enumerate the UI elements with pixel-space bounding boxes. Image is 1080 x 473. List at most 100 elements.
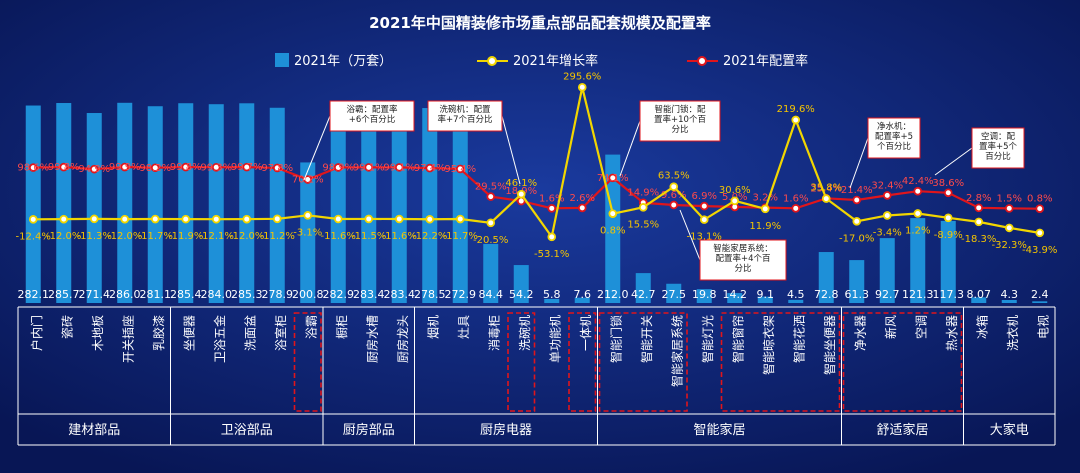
rateLine-label: 1.6%	[783, 193, 808, 204]
growthLine-point	[760, 204, 770, 214]
bar-value-label: 8.07	[967, 288, 992, 301]
bar-智能晾衣架	[757, 296, 773, 303]
category-label: 户内门	[29, 315, 44, 351]
growthLine-point	[303, 211, 313, 220]
category-label: 厨房水槽	[364, 315, 379, 363]
growthLine-label: 11.9%	[749, 221, 781, 232]
bar-value-label: 285.3	[231, 288, 263, 301]
rateLine-label: 25.4%	[810, 183, 842, 194]
rateLine-point	[547, 204, 557, 213]
rateLine-point	[943, 188, 953, 198]
bar-乳胶漆	[147, 106, 163, 303]
growthLine-label: 30.6%	[719, 185, 751, 196]
callout-box	[867, 117, 921, 159]
category-label: 洗碗机	[517, 315, 532, 351]
category-label: 浴室柜	[273, 315, 288, 351]
bar-洗碗机	[513, 265, 529, 303]
bar-value-label: 278.5	[414, 288, 446, 301]
rateLine-label: 98.9%	[322, 162, 354, 173]
rateLine-point	[28, 163, 38, 172]
growthLine-point	[638, 203, 648, 212]
highlight-box	[293, 312, 322, 412]
callout-pointer	[849, 137, 869, 189]
bar-value-label: 2.4	[1031, 288, 1049, 301]
bar-消毒柜	[483, 243, 499, 303]
bar-热水器	[940, 220, 956, 303]
growthLine-point	[150, 214, 160, 224]
rateLine-label: 70.2%	[292, 175, 324, 186]
legend-item-growth: 2021年增长率	[513, 53, 598, 69]
rateLine-point	[669, 200, 679, 210]
rateLine-point	[333, 163, 343, 172]
growthLine-point	[974, 217, 984, 227]
category-label: 空调	[914, 315, 928, 339]
growthLine-label: 15.5%	[627, 219, 659, 230]
bar-烟机	[422, 108, 438, 303]
bar-value-label: 7.6	[574, 288, 592, 301]
chart-title: 2021年中国精装修市场重点部品配套规模及配置率	[369, 14, 711, 32]
growthLine-point	[242, 214, 252, 224]
category-label: 智能晾衣架	[761, 315, 776, 375]
category-label: 新风	[883, 315, 898, 339]
category-label: 瓷砖	[59, 315, 74, 339]
growthLine-point	[852, 217, 862, 226]
bar-浴霸	[300, 162, 316, 303]
bar-value-label: 282.1	[18, 288, 50, 301]
bar-value-label: 285.7	[48, 288, 80, 301]
growthLine-point	[364, 214, 374, 224]
bar-智能门锁	[605, 154, 621, 303]
rateLine-point	[89, 164, 99, 174]
bar-瓷砖	[56, 103, 72, 303]
callout-text: 空调：配	[981, 131, 1016, 142]
rateLine-label: 6.9%	[692, 191, 717, 202]
bar-value-label: 54.2	[509, 288, 534, 301]
rateLine-point	[608, 173, 618, 183]
growthLine-point	[28, 215, 38, 224]
growthLine-label: -3.4%	[873, 227, 902, 238]
group-label: 智能家居	[693, 422, 745, 438]
rateLine-point	[852, 195, 862, 205]
rateLine-label: 3.2%	[753, 193, 778, 204]
rateLine-label: 99.1%	[353, 162, 385, 173]
growthLine-point	[455, 214, 465, 224]
category-label: 木地板	[91, 315, 105, 351]
rateLine-label: 38.6%	[932, 178, 964, 189]
category-label: 热水器	[945, 315, 959, 351]
bar-value-label: 92.7	[875, 288, 900, 301]
callout-box	[329, 100, 415, 132]
category-label: 智能灯光	[700, 315, 715, 363]
bar-value-label: 281.1	[140, 288, 172, 301]
legend-rate-marker	[697, 56, 707, 66]
callout-text: 智能门锁：配	[654, 104, 706, 115]
rateLine-point	[59, 162, 69, 172]
category-label: 坐便器	[182, 315, 196, 351]
growthLine-label: 35.8%	[810, 183, 842, 194]
rateLine-point	[455, 164, 465, 174]
rate-series: 98.6%99.8%94.9%99.9%98.2%99.8%99.3%99.7%…	[17, 162, 1052, 213]
bar-智能开关	[635, 273, 651, 303]
rateLine-label: 94.9%	[78, 164, 110, 175]
callout-box	[639, 100, 721, 142]
growthLine-point	[791, 115, 801, 125]
highlight-box	[842, 312, 963, 412]
callout-text: 置率+10个百	[654, 114, 706, 125]
group-label: 厨房电器	[480, 422, 532, 438]
growthLine-point	[516, 189, 526, 199]
rateLine-label: 14.9%	[627, 188, 659, 199]
callout-box	[971, 127, 1025, 169]
growthLine-point	[577, 82, 587, 92]
rateLine-label: 2.8%	[966, 193, 991, 204]
highlight-box	[598, 312, 688, 412]
growthLine-point	[1035, 228, 1045, 238]
rateLine-label: 99.9%	[109, 162, 141, 173]
growthLine-point	[608, 209, 618, 218]
callout-text: 智能家居系统：	[713, 243, 773, 254]
growthLine-point	[211, 214, 221, 224]
bar-value-label: 4.3	[1001, 288, 1019, 301]
bar-value-label: 283.4	[384, 288, 416, 301]
growthLine-label: -12.2%	[412, 231, 447, 242]
growthLine-point	[699, 215, 709, 224]
bar-value-label: 272.9	[445, 288, 477, 301]
bar-单功能机	[544, 298, 560, 303]
